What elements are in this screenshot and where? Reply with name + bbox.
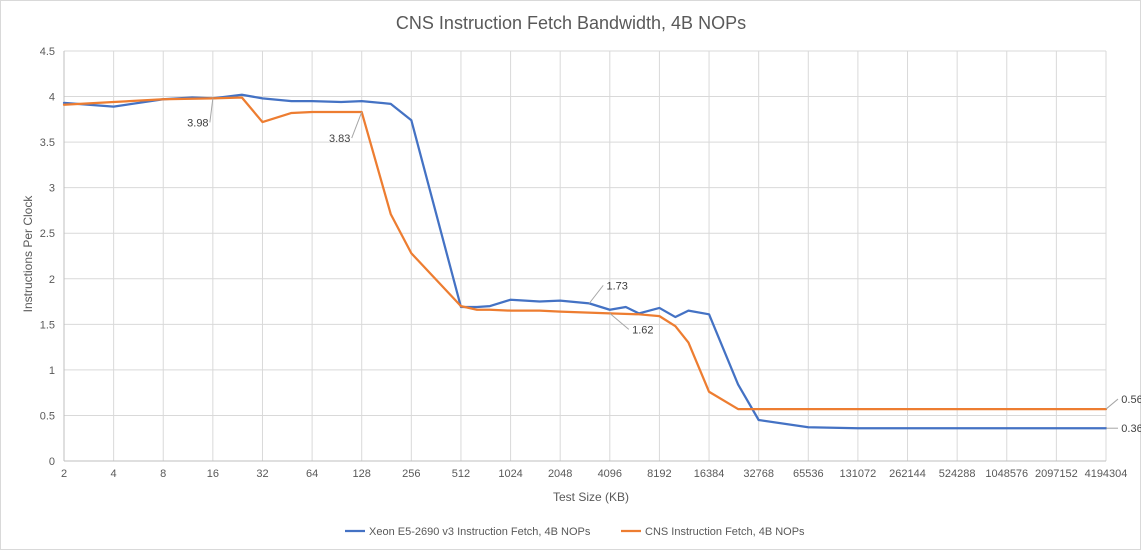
- x-tick-label: 256: [402, 468, 420, 480]
- x-tick-label: 32768: [743, 468, 774, 480]
- x-tick-label: 4: [111, 468, 117, 480]
- y-tick-label: 2: [49, 274, 55, 286]
- x-tick-label: 128: [353, 468, 371, 480]
- series-line-1: [62, 93, 1108, 430]
- series-lines: [62, 93, 1108, 430]
- x-tick-label: 2097152: [1035, 468, 1078, 480]
- x-tick-label: 32: [256, 468, 268, 480]
- data-label: 1.73: [607, 280, 628, 292]
- data-label-leader: [588, 285, 604, 304]
- x-tick-label: 524288: [939, 468, 976, 480]
- y-tick-label: 4: [49, 92, 55, 104]
- x-tick-label: 64: [306, 468, 318, 480]
- y-tick-label: 3: [49, 183, 55, 195]
- data-label-leader: [1105, 398, 1119, 410]
- x-tick-label: 2: [61, 468, 67, 480]
- legend-label-1: Xeon E5-2690 v3 Instruction Fetch, 4B NO…: [369, 526, 591, 538]
- y-tick-label: 0.5: [40, 410, 55, 422]
- y-tick-label: 1.5: [40, 319, 55, 331]
- x-tick-label: 16384: [694, 468, 725, 480]
- y-tick-label: 4.5: [40, 46, 55, 58]
- x-tick-label: 1048576: [985, 468, 1028, 480]
- data-label: 3.83: [329, 133, 350, 145]
- y-tick-label: 3.5: [40, 137, 55, 149]
- data-label-leader: [209, 98, 214, 123]
- x-tick-label: 8: [160, 468, 166, 480]
- data-label-leader: [351, 111, 363, 139]
- y-tick-label: 0: [49, 456, 55, 468]
- x-tick-label: 1024: [498, 468, 522, 480]
- legend-label-2: CNS Instruction Fetch, 4B NOPs: [645, 526, 805, 538]
- x-tick-label: 8192: [647, 468, 671, 480]
- x-tick-label: 4194304: [1085, 468, 1128, 480]
- axes: 0 0.5 1 1.5 2 2.5 3 3.5 4 4.5 2 4 8 16 32 64 128 256 512 10…: [40, 46, 1128, 480]
- series-line-2: [62, 96, 1108, 411]
- data-label: 0.36: [1121, 423, 1141, 435]
- data-label: 3.98: [187, 117, 208, 129]
- x-tick-label: 65536: [793, 468, 824, 480]
- data-label-leader: [609, 313, 630, 330]
- x-tick-label: 4096: [598, 468, 622, 480]
- x-tick-label: 512: [452, 468, 470, 480]
- x-axis-title: Test Size (KB): [553, 490, 629, 504]
- legend: Xeon E5-2690 v3 Instruction Fetch, 4B NO…: [345, 526, 805, 538]
- grid: [64, 50, 1107, 461]
- y-axis-title: Instructions Per Clock: [21, 195, 35, 313]
- x-tick-label: 2048: [548, 468, 572, 480]
- x-tick-label: 262144: [889, 468, 926, 480]
- y-tick-label: 1: [49, 365, 55, 377]
- y-tick-label: 2.5: [40, 228, 55, 240]
- chart-title: CNS Instruction Fetch Bandwidth, 4B NOPs: [396, 13, 746, 33]
- x-tick-label: 16: [207, 468, 219, 480]
- data-label: 1.62: [632, 324, 653, 336]
- data-labels: 3.98 3.83 1.73 1.62 0.56 0.36: [187, 98, 1141, 435]
- data-label: 0.56: [1121, 394, 1141, 406]
- x-tick-label: 131072: [840, 468, 877, 480]
